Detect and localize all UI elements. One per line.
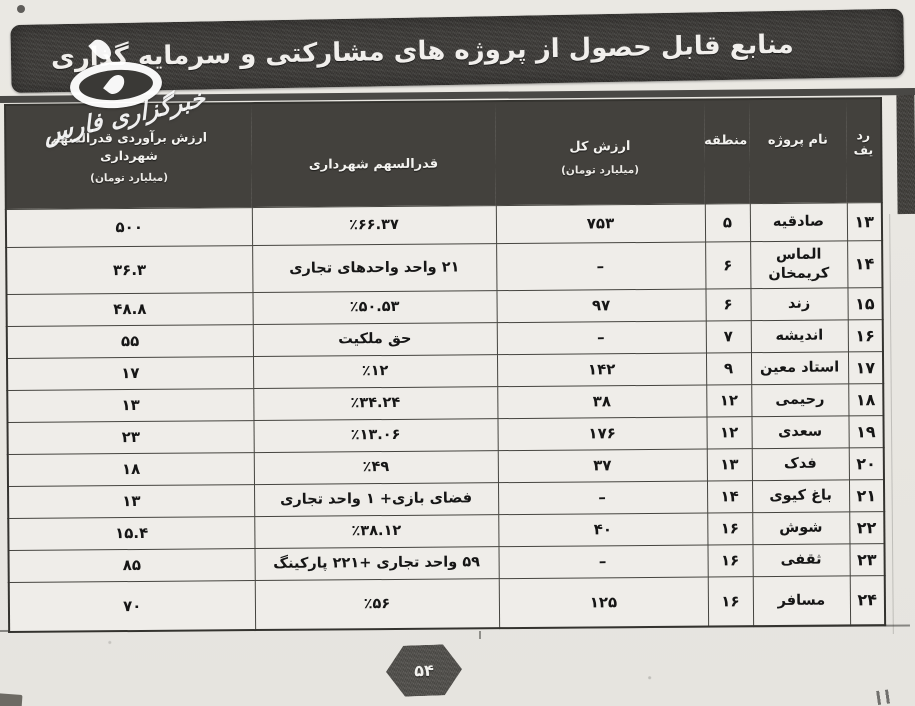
cell-name: شوش [752, 511, 850, 545]
cell-name: اندیشه [750, 319, 848, 353]
cell-name: باغ کیوی [751, 479, 850, 513]
cell-region: ۶ [705, 288, 751, 321]
cell-est: ۸۵ [8, 548, 255, 582]
table-header: رد یف نام پروژه منطقه ارزش کل (میلیارد ت… [5, 98, 882, 210]
cell-est: ۲۳ [7, 420, 254, 454]
cell-total: ۳۸ [497, 384, 707, 419]
cell-radif: ۲۰ [848, 447, 884, 480]
cell-total: – [496, 320, 706, 355]
cell-est: ۱۳ [8, 484, 255, 518]
cell-est: ۱۳ [7, 388, 254, 422]
cell-name: فدک [751, 447, 849, 481]
cell-est: ۷۰ [8, 580, 256, 632]
cell-total: ۱۴۲ [496, 352, 707, 387]
cell-share: ٪۳۴.۲۴ [253, 386, 498, 421]
cell-total: ۱۷۶ [497, 416, 707, 451]
cell-radif: ۱۷ [847, 351, 884, 384]
page-number: ۵۴ [413, 660, 435, 681]
col-header-region: منطقه [703, 99, 750, 204]
scan-speck [17, 5, 25, 13]
cell-est: ۳۶.۳ [6, 245, 253, 295]
cell-total: ۹۷ [496, 288, 706, 323]
cell-region: ۱۲ [706, 416, 752, 449]
cell-share: ٪۱۲ [252, 354, 498, 389]
cell-radif: ۲۱ [848, 479, 885, 512]
cell-radif: ۱۹ [848, 415, 884, 448]
cell-est: ۵۰۰ [5, 207, 253, 248]
col-header-project-name: نام پروژه [748, 98, 847, 204]
cell-est: ۱۷ [6, 356, 254, 390]
cell-share: فضای بازی+ ۱ واحد تجاری [253, 482, 499, 517]
cell-total: ۳۷ [497, 448, 707, 483]
cell-radif: ۲۳ [849, 543, 885, 576]
cell-region: ۱۳ [706, 448, 752, 481]
cell-name: سعدی [751, 415, 849, 449]
cell-region: ۱۶ [707, 576, 754, 627]
cell-name: مسافر [752, 575, 851, 627]
cell-region: ۱۶ [707, 544, 753, 577]
cell-radif: ۱۶ [847, 319, 883, 352]
cell-region: ۷ [705, 320, 751, 353]
border-stub [479, 631, 481, 639]
col-header-municipality-share: قدرالسهم شهرداری [251, 101, 496, 208]
cell-region: ۱۲ [706, 384, 752, 417]
col-header-estimated-share-value: ارزش برآوردی قدرالسهم شهرداری (میلیارد ت… [5, 103, 252, 210]
cell-share: ۲۱ واحد واحدهای تجاری [252, 243, 497, 293]
scan-edge-marks [876, 688, 894, 706]
report-title: منابع قابل حصول از پروژه های مشارکتی و س… [50, 29, 794, 74]
cell-share: ۵۹ واحد تجاری +۲۲۱ پارکینگ [254, 546, 499, 581]
cell-total: – [496, 241, 706, 291]
cell-name: صادقیه [749, 202, 848, 242]
cell-radif: ۱۴ [847, 240, 883, 288]
cell-share: ٪۱۳.۰۶ [253, 418, 498, 453]
col-header-radif: رد یف [845, 98, 882, 203]
cell-region: ۹ [705, 352, 752, 385]
cell-total: ۷۵۳ [495, 203, 706, 244]
cell-name: الماس کریمخان [750, 240, 848, 289]
cell-radif: ۱۵ [847, 287, 883, 320]
cell-total: ۴۰ [498, 512, 708, 547]
cell-name: استاد معین [750, 351, 849, 385]
projects-table: رد یف نام پروژه منطقه ارزش کل (میلیارد ت… [4, 97, 887, 633]
cell-share: ٪۳۸.۱۲ [254, 514, 499, 549]
page-edge-artifact [896, 94, 915, 215]
cell-share: ٪۵۶ [254, 578, 500, 631]
cell-radif: ۲۴ [849, 575, 886, 626]
cell-name: زند [750, 287, 848, 321]
cell-est: ۱۸ [7, 452, 254, 486]
cell-name: ثقفی [752, 543, 850, 577]
cell-share: ٪۶۶.۳۷ [251, 205, 497, 246]
cell-region: ۵ [704, 203, 751, 242]
page-edge-line [889, 214, 894, 634]
page-number-badge: ۵۴ [385, 644, 463, 698]
cell-total: ۱۲۵ [498, 576, 709, 629]
cell-total: – [498, 544, 708, 579]
scan-corner-artifact [0, 693, 23, 706]
cell-region: ۱۴ [706, 480, 753, 513]
cell-share: حق ملکیت [252, 322, 497, 357]
cell-est: ۴۸.۸ [6, 292, 253, 327]
cell-region: ۱۶ [707, 512, 753, 545]
cell-est: ۵۵ [6, 324, 253, 359]
table-row: ۲۴ مسافر ۱۶ ۱۲۵ ٪۵۶ ۷۰ [8, 575, 886, 632]
cell-region: ۶ [705, 241, 751, 289]
col-header-total-value: ارزش کل (میلیارد تومان) [494, 99, 705, 206]
cell-est: ۱۵.۴ [8, 516, 255, 550]
projects-table-wrap: رد یف نام پروژه منطقه ارزش کل (میلیارد ت… [4, 97, 887, 633]
cell-radif: ۱۳ [846, 202, 883, 241]
cell-radif: ۱۸ [848, 383, 884, 416]
cell-share: ٪۴۹ [253, 450, 498, 485]
table-row: ۱۴ الماس کریمخان ۶–۲۱ واحد واحدهای تجاری ۳۶… [6, 240, 883, 295]
cell-share: ٪۵۰.۵۳ [252, 290, 497, 325]
cell-radif: ۲۲ [849, 511, 885, 544]
projects-table-body: ۱۳ صادقیه ۵ ۷۵۳ ٪۶۶.۳۷ ۵۰۰ ۱۴ الماس کریمخان ۶–۲۱… [5, 202, 886, 632]
cell-total: – [497, 480, 708, 515]
report-title-bar: منابع قابل حصول از پروژه های مشارکتی و س… [10, 8, 905, 93]
cell-name: رحیمی [751, 383, 849, 417]
